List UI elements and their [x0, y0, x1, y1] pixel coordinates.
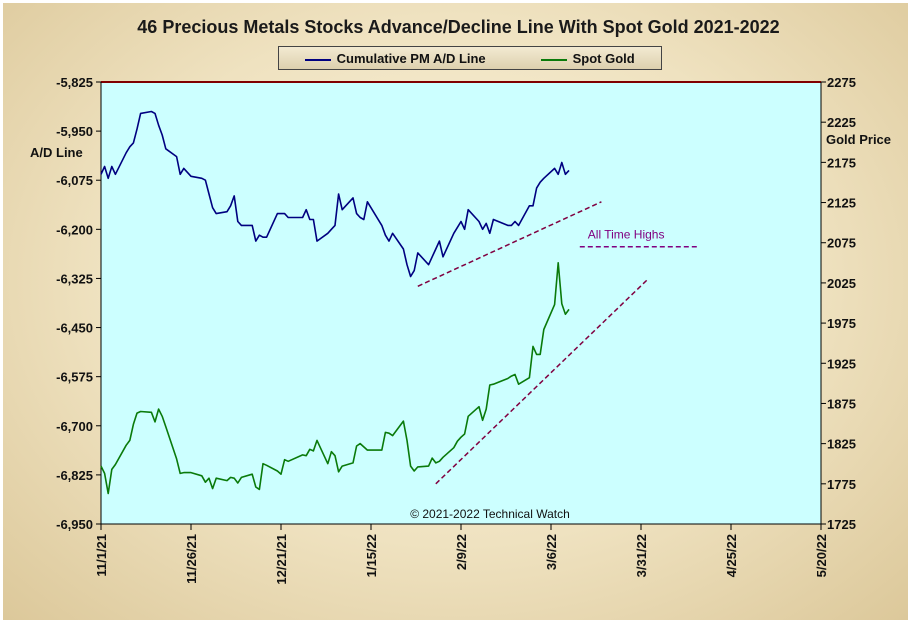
legend-item-ad-line: Cumulative PM A/D Line: [305, 51, 486, 67]
x-tick-label: 3/6/22: [544, 534, 559, 570]
y-left-tick-label: -6,200: [56, 222, 93, 237]
x-tick-label: 11/1/21: [94, 534, 109, 577]
y-right-tick-label: 2075: [827, 236, 856, 251]
y-left-tick-label: -6,825: [56, 468, 93, 483]
axes-layer: -5,825 -5,950 -6,075 -6,200 -6,325 -6,450 -6,5…: [56, 75, 856, 585]
y-right-tick-label: 2125: [827, 196, 856, 211]
gold-trendline: [435, 278, 649, 485]
y-right-tick-label: 1775: [827, 477, 856, 492]
legend-item-spot-gold: Spot Gold: [541, 51, 635, 67]
y-left-tick-label: -6,450: [56, 321, 93, 336]
y-left-tick-label: -6,950: [56, 517, 93, 532]
x-tick-label: 1/15/22: [364, 534, 379, 577]
y-right-tick-label: 2275: [827, 75, 856, 90]
x-tick-label: 11/26/21: [184, 534, 199, 584]
x-tick-label: 3/31/22: [634, 534, 649, 577]
y-left-tick-label: -6,700: [56, 419, 93, 434]
y-left-tick-label: -5,950: [56, 124, 93, 139]
plot-area: [101, 82, 821, 524]
chart-svg: -5,825 -5,950 -6,075 -6,200 -6,325 -6,450 -6,5…: [30, 75, 891, 585]
y-axis-left-label: A/D Line: [30, 145, 83, 160]
x-tick-label: 5/20/22: [814, 534, 829, 577]
y-axis-right-label: Gold Price: [826, 132, 891, 147]
y-right-tick-label: 2225: [827, 115, 856, 130]
y-right-tick-label: 1725: [827, 517, 856, 532]
x-tick-label: 2/9/22: [454, 534, 469, 570]
y-right-tick-label: 1875: [827, 396, 856, 411]
legend-swatch-spot-gold: [541, 58, 567, 61]
legend-label-ad-line: Cumulative PM A/D Line: [336, 51, 486, 66]
y-right-tick-label: 2175: [827, 155, 856, 170]
y-right-tick-label: 1925: [827, 356, 856, 371]
ad-line-series: [100, 110, 570, 278]
annotations-layer: [417, 201, 699, 485]
legend-label-spot-gold: Spot Gold: [572, 51, 635, 66]
legend: Cumulative PM A/D Line Spot Gold: [278, 46, 662, 70]
spot-gold-series: [100, 261, 570, 495]
y-right-tick-label: 2025: [827, 276, 856, 291]
y-left-tick-label: -6,575: [56, 370, 93, 385]
series-layer: [100, 110, 570, 495]
y-right-tick-label: 1825: [827, 437, 856, 452]
all-time-highs-label: All Time Highs: [588, 228, 665, 242]
y-left-tick-label: -5,825: [56, 75, 93, 90]
x-tick-label: 4/25/22: [724, 534, 739, 577]
x-tick-label: 12/21/21: [274, 534, 289, 585]
ad-trendline: [417, 201, 602, 287]
y-left-tick-label: -6,325: [56, 271, 93, 286]
y-left-tick-label: -6,075: [56, 173, 93, 188]
copyright-label: © 2021-2022 Technical Watch: [410, 507, 570, 521]
legend-swatch-ad-line: [305, 58, 331, 61]
chart-title: 46 Precious Metals Stocks Advance/Declin…: [137, 17, 780, 37]
y-right-tick-label: 1975: [827, 316, 856, 331]
